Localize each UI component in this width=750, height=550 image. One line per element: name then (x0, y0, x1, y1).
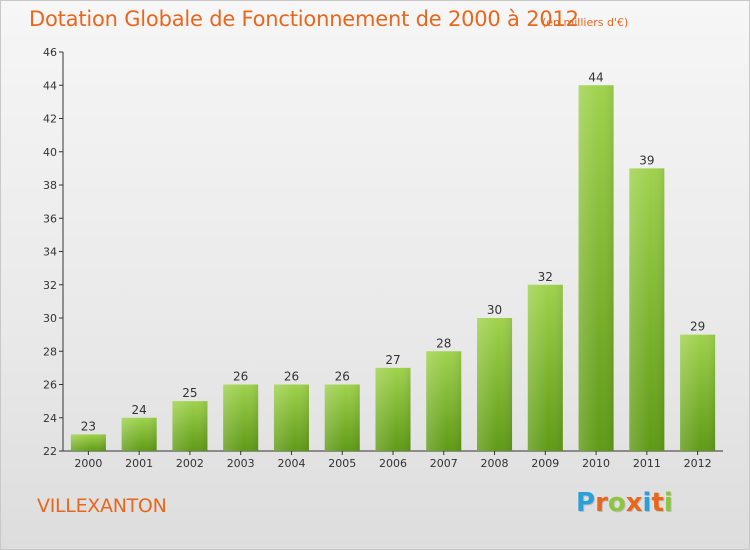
bar-shine (70, 434, 106, 451)
data-label: 39 (639, 153, 654, 167)
bar-shine (375, 367, 411, 451)
data-label: 23 (81, 419, 96, 433)
x-tick-label: 2006 (379, 457, 407, 470)
bars (70, 85, 716, 451)
logo-letter: x (625, 488, 643, 518)
y-tick-label: 32 (43, 279, 57, 292)
y-tick-label: 22 (43, 445, 57, 458)
logo-letter: t (651, 488, 664, 518)
y-axis: 22 24 26 28 30 32 34 36 38 40 42 44 46 (43, 46, 64, 458)
data-label: 26 (233, 370, 248, 384)
data-label: 29 (690, 320, 705, 334)
bar-shine (223, 384, 259, 451)
x-tick-label: 2012 (684, 457, 712, 470)
x-tick-label: 2004 (277, 457, 305, 470)
commune-name: VILLEXANTON (37, 495, 167, 517)
x-tick-label: 2010 (582, 457, 610, 470)
y-tick-label: 36 (43, 212, 57, 225)
y-tick-label: 34 (43, 246, 57, 259)
y-tick-label: 28 (43, 345, 57, 358)
bar-shine (578, 85, 614, 451)
y-tick-label: 24 (43, 412, 57, 425)
logo-letter: r (595, 488, 608, 518)
x-tick-label: 2009 (531, 457, 559, 470)
data-label: 32 (538, 270, 553, 284)
bar-shine (273, 384, 309, 451)
data-label: 44 (588, 70, 603, 84)
data-label: 24 (132, 403, 147, 417)
bar-shine (172, 401, 208, 451)
bar-shine (680, 334, 716, 451)
logo-letter: o (607, 488, 626, 518)
y-tick-label: 40 (43, 146, 57, 159)
proxiti-logo: Proxiti (576, 488, 673, 518)
y-tick-label: 30 (43, 312, 57, 325)
y-tick-label: 38 (43, 179, 57, 192)
bar-shine (121, 417, 157, 451)
x-tick-label: 2005 (328, 457, 356, 470)
data-label: 28 (436, 336, 451, 350)
x-tick-label: 2002 (176, 457, 204, 470)
x-tick-label: 2007 (430, 457, 458, 470)
x-tick-label: 2003 (227, 457, 255, 470)
chart-title: Dotation Globale de Fonctionnement de 20… (29, 7, 579, 31)
data-label: 25 (182, 386, 197, 400)
logo-letter: i (642, 488, 652, 518)
x-tick-label: 2001 (125, 457, 153, 470)
bar-shine (629, 168, 665, 451)
bar-shine (477, 318, 513, 451)
x-tick-label: 2008 (481, 457, 509, 470)
x-tick-label: 2000 (74, 457, 102, 470)
chart-subtitle: (en milliers d'€) (542, 16, 629, 29)
y-tick-label: 46 (43, 46, 57, 59)
y-tick-label: 42 (43, 113, 57, 126)
x-tick-label: 2011 (633, 457, 661, 470)
data-labels: 23 24 25 26 26 26 27 28 30 32 44 39 29 (81, 70, 706, 433)
y-tick-label: 26 (43, 379, 57, 392)
logo-letter: P (576, 488, 596, 518)
data-label: 26 (284, 370, 299, 384)
bar-shine (324, 384, 360, 451)
y-tick-label: 44 (43, 79, 57, 92)
data-label: 26 (335, 370, 350, 384)
data-label: 27 (385, 353, 400, 367)
bar-shine (527, 284, 563, 451)
bar-shine (426, 351, 462, 451)
logo-letter: i (663, 488, 673, 518)
x-axis: 2000 2001 2002 2003 2004 2005 2006 2007 2008 2009… (63, 450, 723, 470)
data-label: 30 (487, 303, 502, 317)
